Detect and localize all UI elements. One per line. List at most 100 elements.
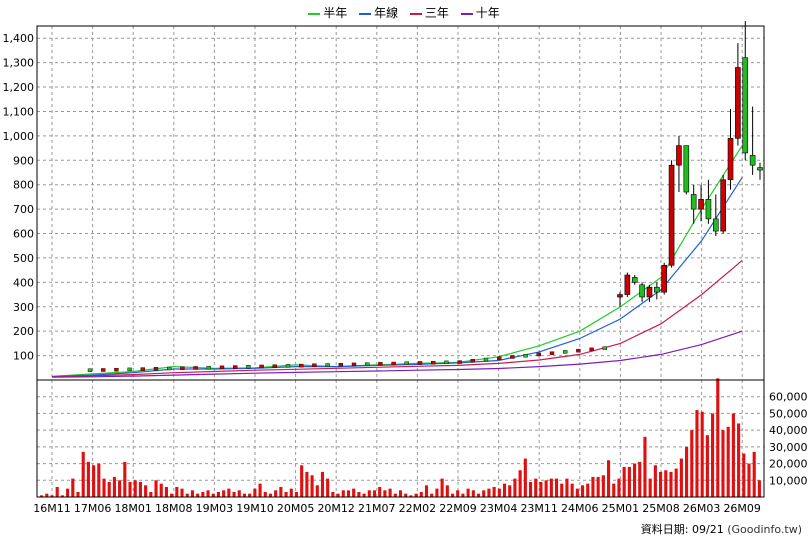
volume-bar <box>216 491 221 497</box>
x-tick-label: 23M04 <box>480 502 518 515</box>
volume-bar <box>570 483 574 497</box>
plot-frames <box>36 25 765 498</box>
volume-bar <box>45 493 49 497</box>
volume-bar <box>487 488 491 497</box>
legend-item-three-year[interactable]: 三年 <box>409 4 449 21</box>
candle-body <box>457 360 462 364</box>
volume-bar <box>196 493 200 497</box>
volume-axis-labels: 10,000 20,000 30,000 40,000 50,000 60,000 <box>769 391 808 488</box>
source-label: (Goodinfo.tw) <box>727 523 802 536</box>
volume-bar <box>289 488 293 497</box>
volume-bar <box>580 485 585 497</box>
candle-body <box>735 67 741 139</box>
volume-bar <box>539 481 543 497</box>
ma-line-年線 <box>51 177 743 378</box>
volume-bar <box>40 495 44 497</box>
volume-bar <box>523 458 527 497</box>
volume-bar <box>268 493 273 497</box>
volume-bar <box>549 478 553 497</box>
volume-bar <box>398 490 403 497</box>
volume-bar <box>627 466 631 497</box>
price-tick-label: 600 <box>13 228 34 241</box>
volume-bar <box>164 486 168 497</box>
volume-tick-label: 40,000 <box>769 424 808 437</box>
volume-tick-label: 50,000 <box>769 407 808 420</box>
volume-bar <box>123 461 127 497</box>
candle-body <box>219 365 225 370</box>
candle-body <box>140 367 146 371</box>
candlesticks <box>87 21 763 372</box>
price-tick-label: 1,200 <box>3 81 35 94</box>
volume-tick-label: 10,000 <box>769 474 808 487</box>
candle-body <box>325 363 330 367</box>
volume-bar <box>482 490 486 497</box>
volume-bar <box>617 478 621 497</box>
volume-bar <box>175 486 179 497</box>
volume-bar <box>274 490 278 497</box>
volume-bar <box>528 481 533 497</box>
volume-bar <box>440 478 444 497</box>
candle-body <box>246 365 251 369</box>
volume-bar <box>544 480 548 497</box>
volume-bar <box>565 478 569 497</box>
volume-bar <box>737 423 741 497</box>
candle-body <box>497 356 502 360</box>
volume-bar <box>679 458 683 497</box>
candle-body <box>180 366 185 370</box>
volume-bar <box>279 486 283 497</box>
candle-body <box>589 347 594 352</box>
volume-bar <box>248 493 252 497</box>
time-axis-labels: 16M11 17M06 18M01 18M08 19M03 19M10 20M05 20M12… <box>33 502 761 515</box>
x-tick-label: 21M07 <box>358 502 396 515</box>
volume-bar <box>414 493 418 497</box>
volume-bar <box>284 491 288 497</box>
candle-body <box>549 351 555 355</box>
volume-bar <box>378 486 382 497</box>
candle-body <box>483 357 489 362</box>
volume-bar <box>596 476 600 497</box>
legend-item-half-year[interactable]: 半年 <box>308 4 347 21</box>
legend-swatch <box>460 12 473 15</box>
volume-bar <box>201 491 205 497</box>
price-tick-label: 800 <box>13 179 34 192</box>
candle-body <box>576 348 581 353</box>
candle-body <box>404 361 409 365</box>
volume-bar <box>492 486 496 497</box>
candle-body <box>391 361 396 366</box>
volume-bar <box>138 481 142 497</box>
candle-body <box>206 365 212 370</box>
x-tick-label: 18M08 <box>155 502 193 515</box>
volume-bar <box>476 493 481 497</box>
x-tick-label: 17M06 <box>74 502 112 515</box>
volume-bar <box>633 463 637 497</box>
candle-body <box>624 274 631 295</box>
volume-bar <box>716 378 720 497</box>
candle-body <box>378 362 383 366</box>
volume-bar <box>638 461 642 497</box>
x-tick-label: 22M02 <box>399 502 437 515</box>
x-tick-label: 16M11 <box>33 502 71 515</box>
candle-body <box>232 365 238 369</box>
volume-tick-label: 60,000 <box>769 391 808 404</box>
volume-bar <box>700 411 704 497</box>
candle-body <box>727 138 734 181</box>
volume-bar <box>263 491 267 497</box>
volume-bar <box>232 491 236 497</box>
volume-bar <box>752 451 756 497</box>
candle-body <box>602 346 607 350</box>
candle-body <box>114 367 119 372</box>
candle-body <box>720 179 726 232</box>
legend-item-ten-year[interactable]: 十年 <box>460 4 500 21</box>
moving-average-lines <box>51 145 743 378</box>
volume-bar <box>92 465 96 497</box>
volume-bar <box>227 488 231 497</box>
volume-bar <box>502 483 507 497</box>
volume-bar <box>144 485 148 497</box>
candle-body <box>668 164 675 266</box>
volume-plot-frame <box>36 379 765 498</box>
volume-bar <box>128 481 132 497</box>
volume-bar <box>326 478 330 497</box>
legend-item-year-line[interactable]: 年線 <box>359 4 398 21</box>
volume-bar <box>55 486 59 497</box>
volume-bar <box>653 465 657 497</box>
